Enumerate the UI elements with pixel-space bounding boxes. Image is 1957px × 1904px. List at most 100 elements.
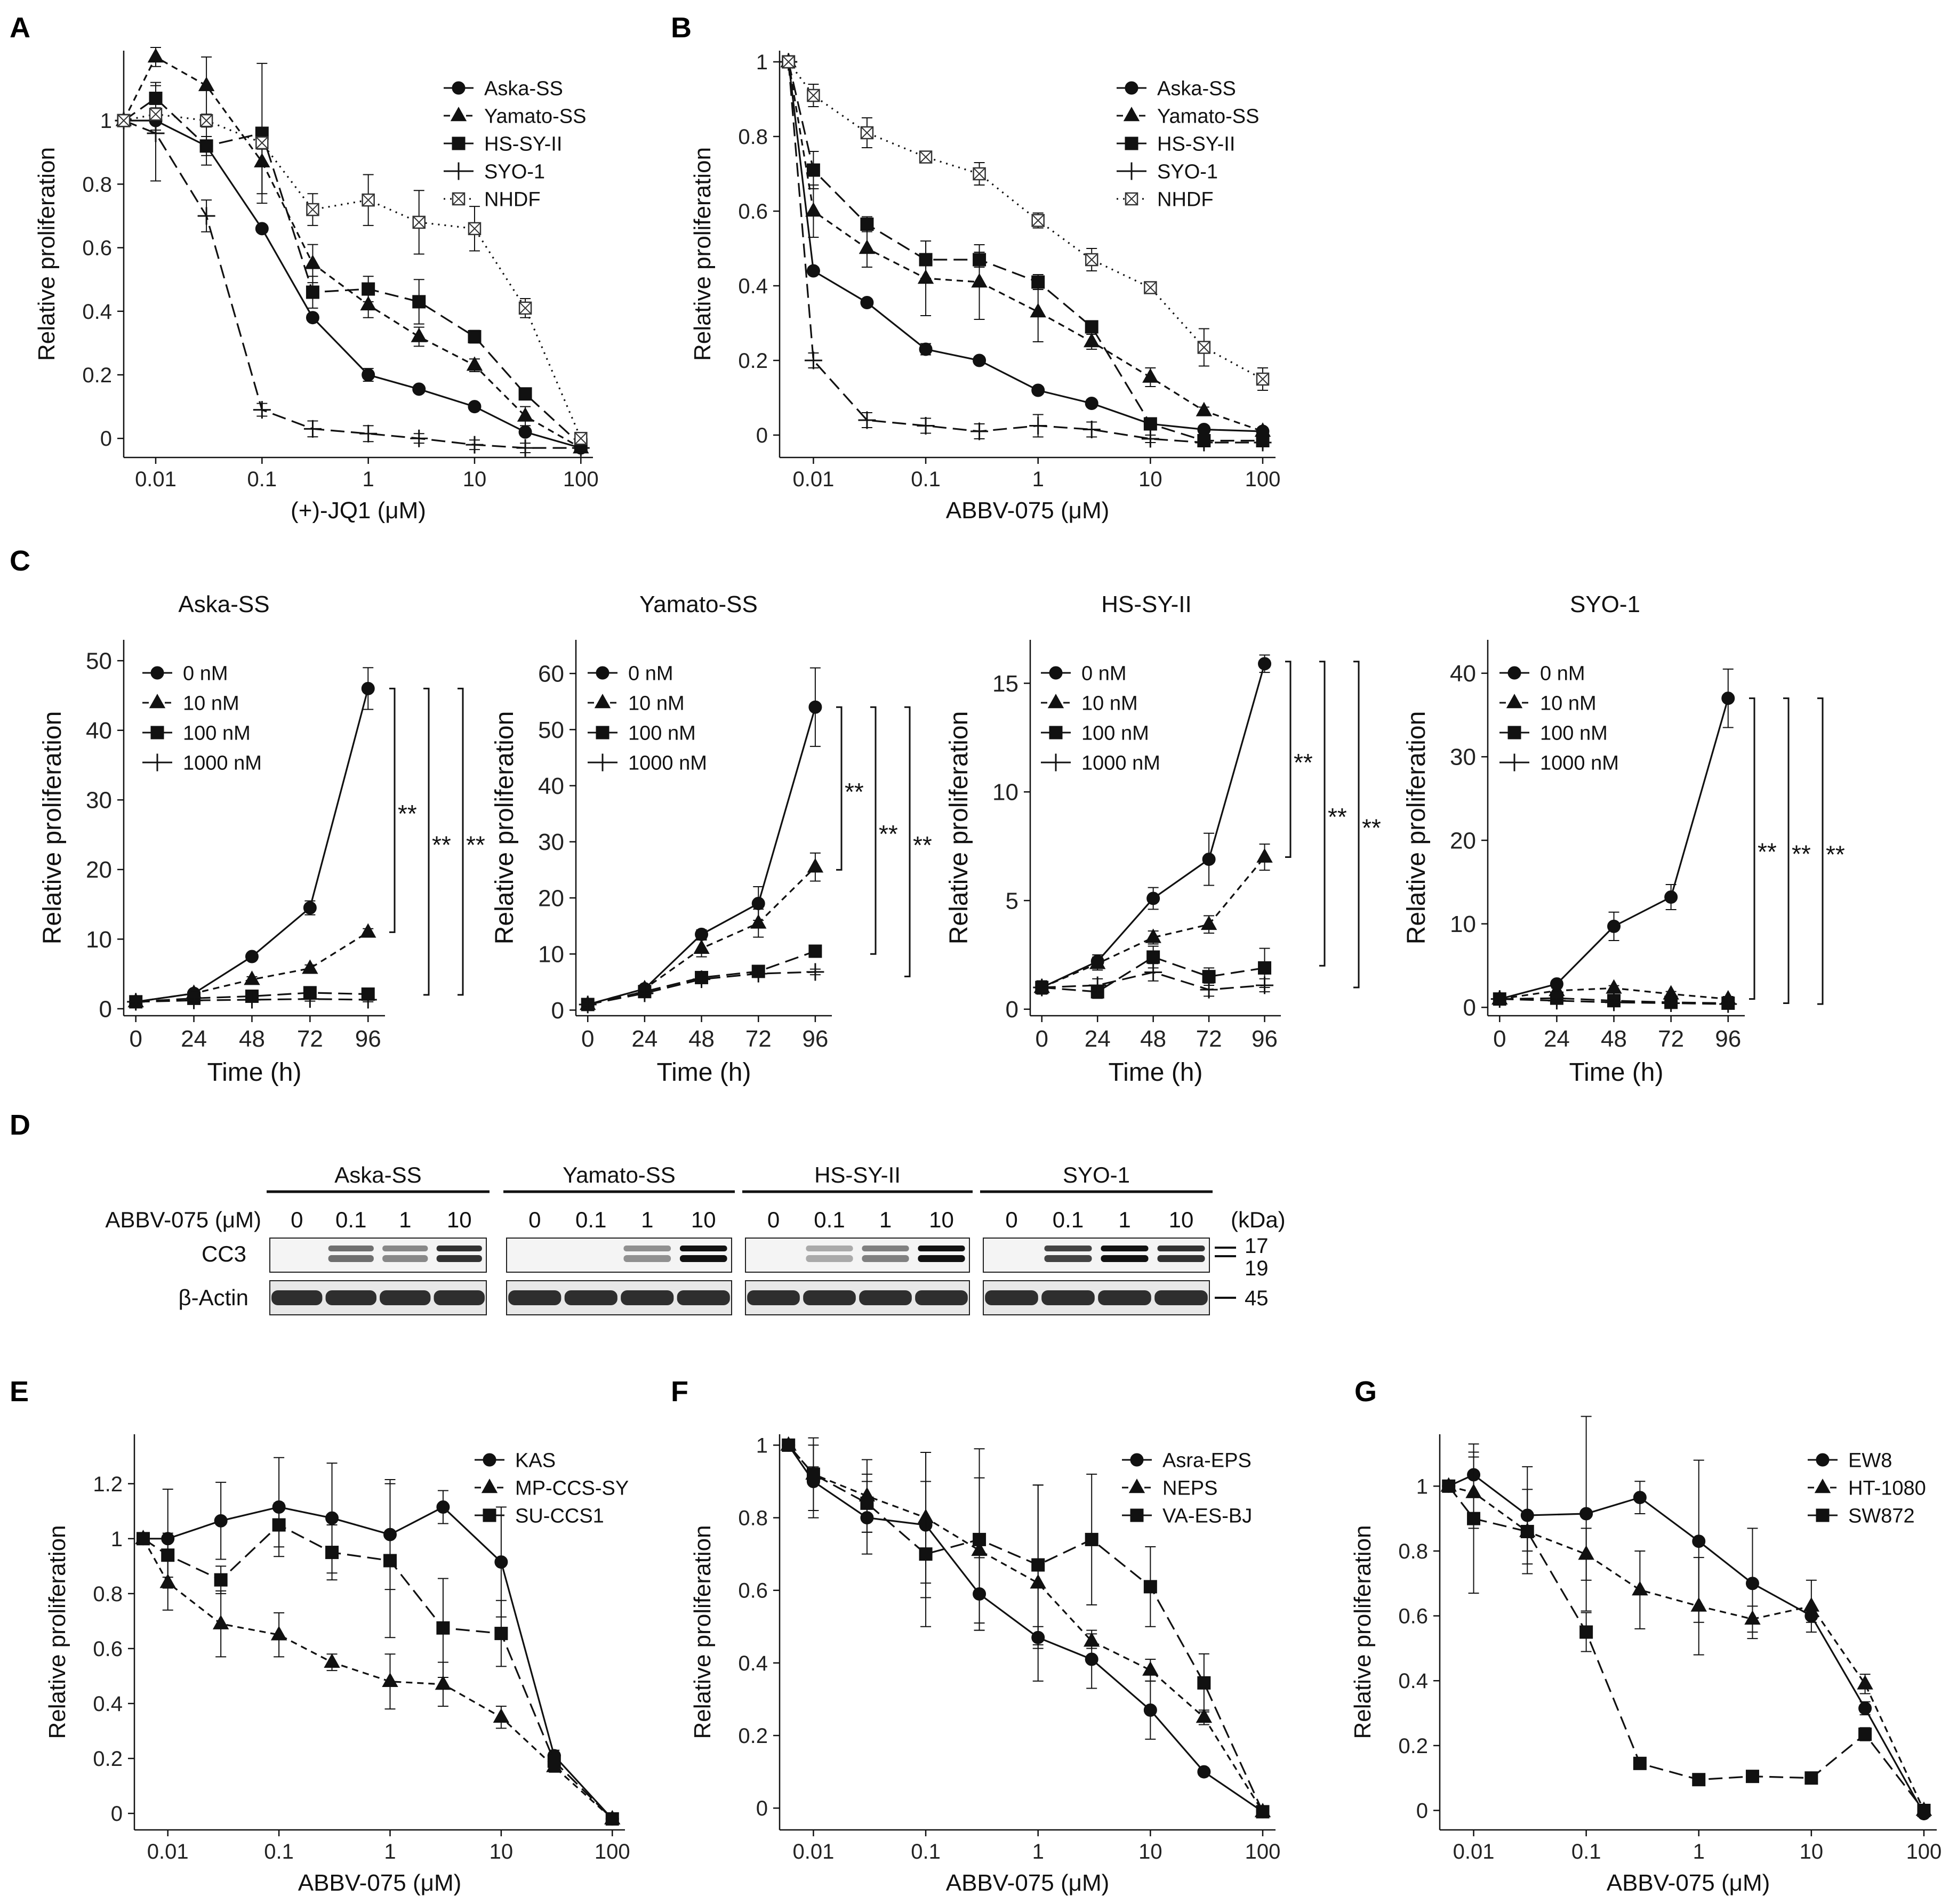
- chart-f-point-marker: [1256, 1805, 1270, 1819]
- chart-c3-sig-label: **: [1362, 814, 1381, 841]
- wb-row-label-actin: β-Actin: [178, 1285, 248, 1310]
- wb-cc3-band-upper: [328, 1246, 374, 1251]
- chart-e-legend-label: MP-CCS-SY: [515, 1477, 629, 1499]
- chart-e-series-su-ccs1: [136, 1483, 619, 1826]
- chart-a-point-marker: [360, 296, 376, 311]
- chart-g-y-tick-label: 0.6: [1398, 1605, 1428, 1628]
- chart-b-point-marker: [1143, 417, 1157, 431]
- chart-c3-legend-key-marker: [1047, 694, 1064, 709]
- wb-cc3-band-upper: [623, 1246, 671, 1251]
- chart-a-legend-label: NHDF: [484, 188, 541, 211]
- chart-g-point-marker: [1633, 1491, 1647, 1505]
- panel-letter-g: G: [1354, 1376, 1377, 1408]
- chart-g-point-marker: [1917, 1804, 1931, 1818]
- chart-c4-sig-bracket: [1817, 697, 1824, 1005]
- chart-c3-sig-bracket: [1319, 661, 1326, 967]
- chart-e-point-marker: [494, 1627, 508, 1641]
- chart-c1-legend-label: 1000 nM: [183, 752, 262, 774]
- chart-g-legend-key-marker: [1816, 1508, 1830, 1522]
- chart-c3-x-tick-label: 24: [1085, 1026, 1111, 1052]
- chart-a-series-line: [123, 113, 582, 439]
- chart-e-y-axis-label: Relative proliferation: [44, 1525, 70, 1739]
- wb-group-name: Aska-SS: [334, 1162, 421, 1187]
- chart-c4-series-1000-nm: [1490, 990, 1737, 1013]
- chart-f-y-tick-label: 0: [756, 1797, 768, 1820]
- chart-c2-legend-label: 1000 nM: [628, 752, 707, 774]
- chart-c3-legend-label: 0 nM: [1081, 662, 1126, 685]
- chart-b-series-line: [788, 61, 1263, 432]
- chart-g-x-axis-label: ABBV-075 (μM): [1607, 1870, 1770, 1896]
- chart-c3-x-tick-label: 48: [1140, 1026, 1166, 1052]
- chart-a-series-line: [123, 97, 582, 446]
- chart-c2-series-line: [587, 971, 815, 1006]
- chart-b-point-marker-x: [1085, 253, 1098, 266]
- chart-f-point-marker: [1085, 1532, 1098, 1546]
- chart-f-point-marker: [782, 1438, 796, 1452]
- chart-c4-x-tick-label: 24: [1544, 1026, 1570, 1052]
- chart-b-legend-key-marker: [1125, 136, 1138, 150]
- chart-b-x-tick-label: 100: [1245, 468, 1281, 491]
- chart-c1-y-axis-label: Relative proliferation: [38, 711, 67, 945]
- chart-c1-legend-label: 10 nM: [183, 692, 239, 714]
- chart-e-point-marker: [214, 1514, 228, 1528]
- chart-c1-legend: 0 nM 10 nM 100 nM 1000 nM: [142, 662, 262, 774]
- chart-a-point-marker: [199, 139, 213, 153]
- chart-c1-y-tick-label: 30: [86, 788, 112, 814]
- chart-b-point-marker: [806, 163, 820, 177]
- chart-e-point-marker: [212, 1614, 229, 1629]
- chart-g-series-sw872: [1442, 1443, 1931, 1818]
- wb-actin-band: [677, 1290, 730, 1305]
- wb-dose-label: 1: [641, 1207, 653, 1232]
- chart-a-point-marker-x: [200, 114, 213, 127]
- wb-dose-label: 0.1: [575, 1207, 606, 1232]
- chart-a-point-marker-x: [413, 216, 426, 229]
- chart-e-x-axis-label: ABBV-075 (μM): [298, 1870, 462, 1896]
- chart-c2-x-tick-label: 72: [745, 1026, 772, 1052]
- wb-actin-band: [747, 1290, 800, 1305]
- wb-actin-band: [434, 1290, 485, 1305]
- chart-c2-sig-label: **: [879, 820, 898, 848]
- chart-a-point-marker: [411, 327, 427, 342]
- chart-a-point-marker: [306, 285, 319, 299]
- chart-c2-sig-bracket: [836, 706, 843, 871]
- wb-group-aska-ss: Aska-SS 0 0.1 1 10: [267, 1162, 490, 1315]
- panel-letter-b: B: [671, 12, 692, 44]
- chart-b-point-marker-x: [807, 89, 820, 102]
- chart-a-point-marker: [147, 48, 164, 63]
- chart-a-point-marker-x: [306, 203, 319, 216]
- chart-b-point-marker: [973, 354, 986, 367]
- chart-a-y-tick-label: 0.8: [82, 173, 112, 196]
- chart-c1-legend-key-marker: [150, 726, 164, 740]
- wb-dose-label: 0.1: [335, 1207, 366, 1232]
- chart-b-legend-key-marker: [1125, 81, 1138, 95]
- chart-c4-series-line: [1499, 698, 1729, 1000]
- wb-cc3-band-lower: [679, 1255, 727, 1262]
- chart-e-point-marker: [325, 1511, 339, 1525]
- chart-a-point-marker: [517, 407, 534, 422]
- chart-g-legend-label: SW872: [1848, 1505, 1915, 1527]
- wb-group-hs-sy-ii: HS-SY-II 0 0.1 1 10: [742, 1162, 973, 1315]
- chart-g-series-line: [1448, 1474, 1925, 1814]
- chart-c3-sig-bracket: [1285, 661, 1292, 858]
- chart-e-point-marker: [382, 1672, 398, 1688]
- chart-g-x-tick-label: 100: [1906, 1840, 1942, 1863]
- chart-c3-legend-label: 1000 nM: [1081, 752, 1160, 774]
- chart-c1-x-axis-label: Time (h): [207, 1058, 302, 1087]
- chart-c4-legend-label: 1000 nM: [1540, 752, 1619, 774]
- chart-c4-y-tick-label: 30: [1450, 744, 1476, 770]
- chart-e-y-tick-label: 1: [111, 1528, 123, 1551]
- chart-b-legend: Aska-SS Yamato-SS HS-SY-II SYO-1 NHDF: [1117, 77, 1259, 211]
- chart-c3-sig-label: **: [1294, 749, 1313, 776]
- wb-dose-label: 0.1: [1053, 1207, 1084, 1232]
- chart-e-series-line: [142, 1524, 613, 1820]
- chart-c1-legend-label: 0 nM: [183, 662, 228, 685]
- chart-a-series-nhdf: [117, 107, 588, 445]
- chart-e-point-marker: [136, 1532, 150, 1546]
- chart-c4-x-tick-label: 96: [1715, 1026, 1741, 1052]
- chart-g-point-marker: [1579, 1507, 1593, 1521]
- chart-c2-y-tick-label: 10: [538, 942, 564, 968]
- wb-cc3-band-lower: [382, 1255, 428, 1262]
- chart-b-legend-label: Aska-SS: [1157, 77, 1236, 100]
- chart-c3-point-marker: [1258, 657, 1272, 671]
